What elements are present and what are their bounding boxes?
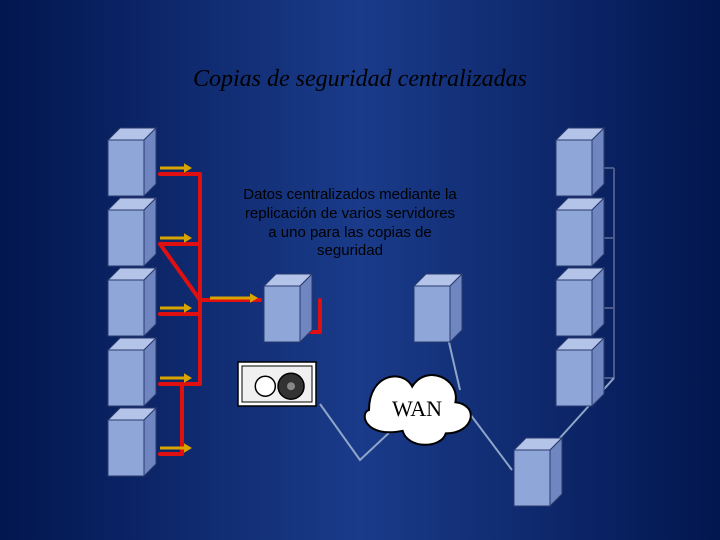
arrow-out [160, 233, 192, 243]
server-right [556, 338, 604, 406]
server-bottom [514, 438, 562, 506]
server-left [108, 268, 156, 336]
arrow-out [160, 303, 192, 313]
server-mid [414, 274, 462, 342]
arrow-out [160, 373, 192, 383]
arrow-out [160, 443, 192, 453]
server-right [556, 198, 604, 266]
server-right [556, 128, 604, 196]
diagram-stage [0, 0, 720, 540]
server-left [108, 128, 156, 196]
server-left [108, 198, 156, 266]
server-right [556, 268, 604, 336]
server-left [108, 338, 156, 406]
wan-label: WAN [369, 396, 465, 422]
wan-link [470, 414, 512, 470]
arrow-out [160, 163, 192, 173]
server-central [264, 274, 312, 342]
tape-drive [238, 362, 316, 406]
server-left [108, 408, 156, 476]
